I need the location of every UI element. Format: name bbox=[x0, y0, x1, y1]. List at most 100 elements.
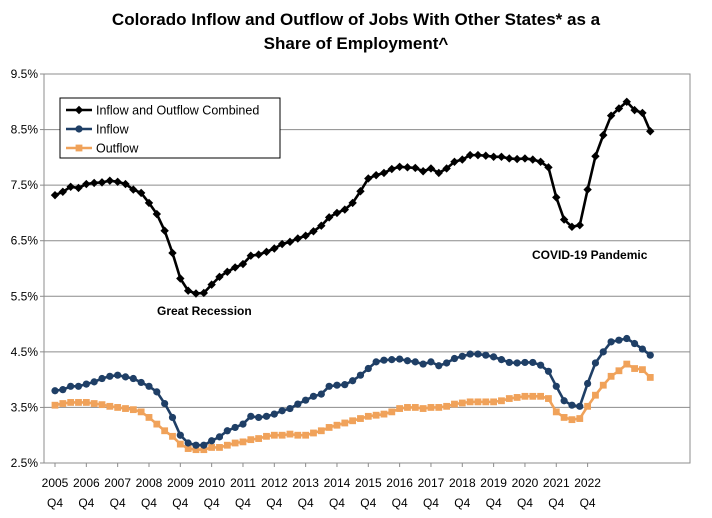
data-point bbox=[50, 190, 60, 200]
data-point bbox=[58, 187, 68, 197]
data-point bbox=[113, 177, 122, 187]
data-point bbox=[419, 360, 427, 368]
data-point bbox=[443, 402, 451, 410]
data-point bbox=[482, 351, 490, 359]
data-point bbox=[325, 382, 333, 390]
data-point bbox=[254, 250, 263, 259]
data-point bbox=[630, 105, 639, 115]
data-point bbox=[160, 226, 169, 235]
x-tick-label-quarter: Q4 bbox=[548, 496, 564, 510]
data-point bbox=[458, 399, 466, 407]
data-point bbox=[427, 358, 435, 366]
data-point bbox=[67, 399, 75, 406]
x-tick-label-quarter: Q4 bbox=[454, 496, 470, 510]
data-point bbox=[418, 167, 428, 176]
data-point bbox=[646, 374, 654, 381]
series-outflow bbox=[51, 360, 654, 454]
data-point bbox=[404, 404, 411, 411]
y-tick-label: 5.5% bbox=[11, 289, 39, 303]
series-inflow bbox=[51, 334, 654, 449]
data-point bbox=[153, 420, 161, 428]
data-point bbox=[301, 231, 310, 240]
data-point bbox=[332, 208, 342, 218]
data-point bbox=[568, 416, 576, 424]
x-tick-label-year: 2013 bbox=[292, 476, 319, 490]
data-point bbox=[435, 362, 443, 370]
data-point bbox=[560, 414, 568, 421]
data-point bbox=[364, 174, 373, 183]
data-point bbox=[419, 405, 427, 412]
data-point bbox=[121, 179, 130, 189]
data-point bbox=[552, 408, 560, 416]
x-tick-label-year: 2022 bbox=[574, 476, 601, 490]
data-point bbox=[497, 356, 506, 364]
x-tick-label-quarter: Q4 bbox=[423, 496, 439, 510]
data-point bbox=[451, 400, 458, 408]
data-point bbox=[152, 209, 162, 219]
data-point bbox=[411, 358, 419, 366]
data-point bbox=[520, 154, 530, 163]
chart-title-line2: Share of Employment^ bbox=[263, 34, 449, 53]
data-point bbox=[489, 152, 498, 162]
x-tick-label-year: 2012 bbox=[261, 476, 288, 490]
data-point bbox=[529, 358, 537, 367]
x-tick-label-year: 2009 bbox=[167, 476, 194, 490]
x-tick-label-quarter: Q4 bbox=[517, 496, 533, 510]
data-point bbox=[622, 97, 631, 106]
x-tick-label-quarter: Q4 bbox=[298, 496, 314, 510]
data-point bbox=[513, 359, 521, 367]
data-point bbox=[293, 234, 303, 243]
x-axis: 2005 Q4 2006 Q4 2007 Q4 2008 Q4 2009 Q4 2010 Q4 2011… bbox=[42, 463, 601, 510]
data-point bbox=[230, 263, 240, 272]
data-point bbox=[607, 338, 615, 346]
data-point bbox=[513, 394, 521, 401]
series-inflow-and-outflow-combined bbox=[50, 97, 655, 298]
x-tick-label-year: 2020 bbox=[512, 476, 539, 490]
x-tick-label-quarter: Q4 bbox=[392, 496, 408, 510]
data-point bbox=[67, 382, 75, 390]
data-point bbox=[481, 151, 490, 160]
legend-label: Inflow bbox=[96, 123, 130, 137]
data-point bbox=[537, 392, 545, 400]
data-point bbox=[239, 420, 247, 428]
data-point bbox=[106, 402, 114, 410]
data-point bbox=[560, 397, 568, 405]
data-point bbox=[51, 401, 59, 409]
data-point bbox=[294, 431, 302, 439]
y-tick-label: 9.5% bbox=[11, 67, 39, 81]
data-point bbox=[145, 414, 153, 421]
data-point bbox=[349, 417, 357, 425]
data-point bbox=[136, 188, 146, 198]
data-point bbox=[270, 244, 279, 253]
data-point bbox=[286, 404, 294, 413]
data-point bbox=[614, 104, 624, 113]
data-point bbox=[317, 221, 326, 230]
data-point bbox=[465, 150, 475, 160]
data-point bbox=[466, 350, 474, 358]
data-point bbox=[90, 378, 98, 386]
data-point bbox=[552, 193, 561, 202]
data-point bbox=[215, 272, 224, 282]
data-point bbox=[364, 412, 372, 420]
x-tick-label-year: 2007 bbox=[104, 476, 131, 490]
data-point bbox=[396, 355, 404, 363]
data-point bbox=[324, 213, 334, 222]
data-point bbox=[278, 407, 286, 415]
data-point bbox=[114, 371, 122, 379]
data-point bbox=[215, 433, 224, 441]
data-point bbox=[325, 424, 333, 431]
x-tick-label-year: 2016 bbox=[386, 476, 413, 490]
data-point bbox=[51, 387, 59, 395]
data-point bbox=[161, 427, 169, 435]
data-point bbox=[200, 441, 208, 449]
data-point bbox=[631, 339, 639, 348]
data-point bbox=[646, 351, 654, 359]
data-point bbox=[521, 392, 529, 400]
data-point bbox=[82, 179, 91, 189]
data-point bbox=[238, 259, 248, 269]
data-point bbox=[599, 130, 608, 140]
data-point bbox=[545, 395, 552, 402]
data-point bbox=[505, 154, 514, 163]
x-tick-label-quarter: Q4 bbox=[580, 496, 596, 510]
data-point bbox=[333, 381, 341, 389]
